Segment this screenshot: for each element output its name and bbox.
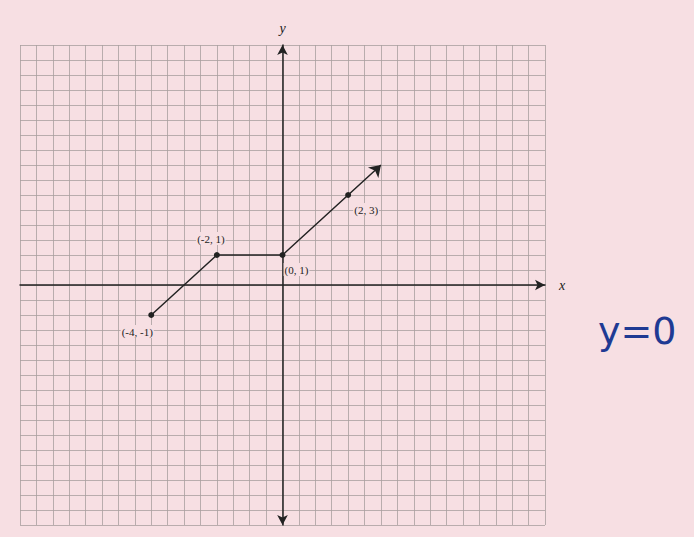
svg-text:y=0: y=0 [598,309,677,353]
svg-text:x: x [558,278,566,293]
svg-text:(2, 3): (2, 3) [354,204,378,217]
svg-text:(-4, -1): (-4, -1) [122,326,153,339]
svg-text:(0, 1): (0, 1) [285,264,309,277]
svg-text:(-2, 1): (-2, 1) [197,233,225,246]
svg-text:y: y [277,21,286,36]
